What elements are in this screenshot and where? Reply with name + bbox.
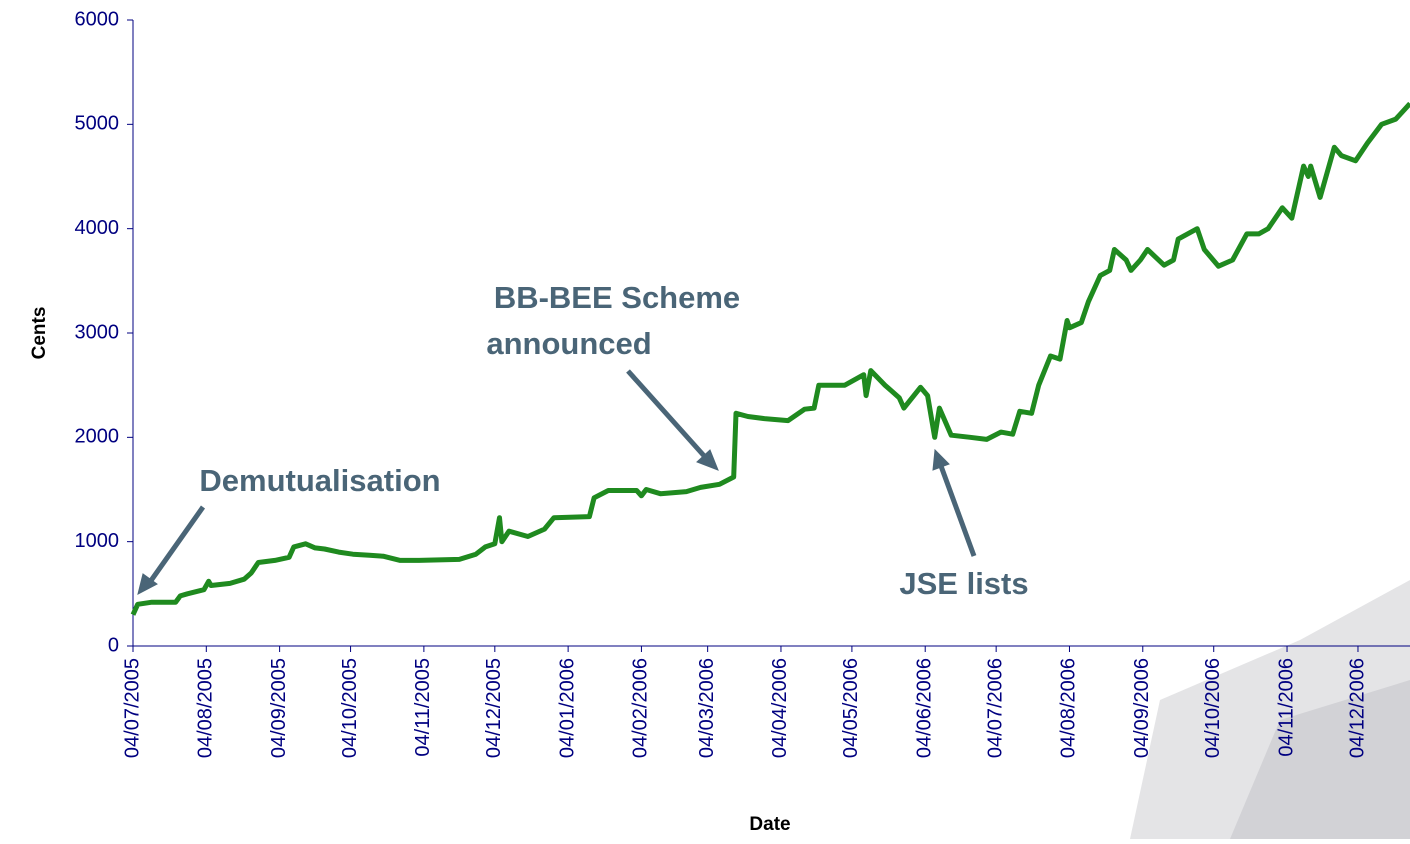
chart: 0 1000 2000 3000 4000 5000 6000 04/07/2005 04/08… xyxy=(0,0,1410,839)
x-tick-label: 04/05/2006 xyxy=(840,658,862,758)
y-tick-label: 1000 xyxy=(75,530,120,552)
x-tick-label: 04/07/2005 xyxy=(121,658,143,758)
x-tick-label: 04/09/2005 xyxy=(268,658,290,758)
x-tick-label: 04/03/2006 xyxy=(696,658,718,758)
x-tick-label: 04/08/2005 xyxy=(195,658,217,758)
x-tick-label: 04/10/2006 xyxy=(1202,658,1224,758)
x-tick-label: 04/10/2005 xyxy=(339,658,361,758)
y-tick-label: 2000 xyxy=(75,426,120,448)
arrow xyxy=(150,507,203,582)
x-tick-label: 04/01/2006 xyxy=(556,658,578,758)
plot-area: 0 1000 2000 3000 4000 5000 6000 04/07/2005 04/08… xyxy=(75,8,1410,758)
y-tick-label: 4000 xyxy=(75,217,120,239)
y-tick-label: 0 xyxy=(108,634,119,656)
x-tick-label: 04/02/2006 xyxy=(630,658,652,758)
annotation: Demutualisation xyxy=(199,463,440,498)
y-tick-label: 3000 xyxy=(75,321,120,343)
x-tick-label: 04/06/2006 xyxy=(913,658,935,758)
x-tick-label: 04/09/2006 xyxy=(1131,658,1153,758)
arrow xyxy=(941,466,974,556)
x-tick-label: 04/07/2006 xyxy=(984,658,1006,758)
annotation: JSE lists xyxy=(899,566,1028,601)
x-tick-label: 04/11/2005 xyxy=(412,658,434,757)
x-tick-label: 04/12/2006 xyxy=(1346,658,1368,758)
y-tick-label: 5000 xyxy=(75,113,120,135)
arrow xyxy=(628,371,706,458)
arrowhead xyxy=(933,450,949,470)
x-tick-label: 04/08/2006 xyxy=(1058,658,1080,758)
x-tick-label: 04/04/2006 xyxy=(769,658,791,758)
price-line xyxy=(133,104,1410,615)
y-tick-label: 6000 xyxy=(75,8,120,30)
x-tick-label: 04/12/2005 xyxy=(483,658,505,758)
y-axis-title: Cents xyxy=(29,307,50,360)
x-axis-title: Date xyxy=(749,814,790,835)
page: 0 1000 2000 3000 4000 5000 6000 04/07/2005 04/08… xyxy=(0,0,1410,844)
x-tick-label: 04/11/2006 xyxy=(1275,658,1297,757)
